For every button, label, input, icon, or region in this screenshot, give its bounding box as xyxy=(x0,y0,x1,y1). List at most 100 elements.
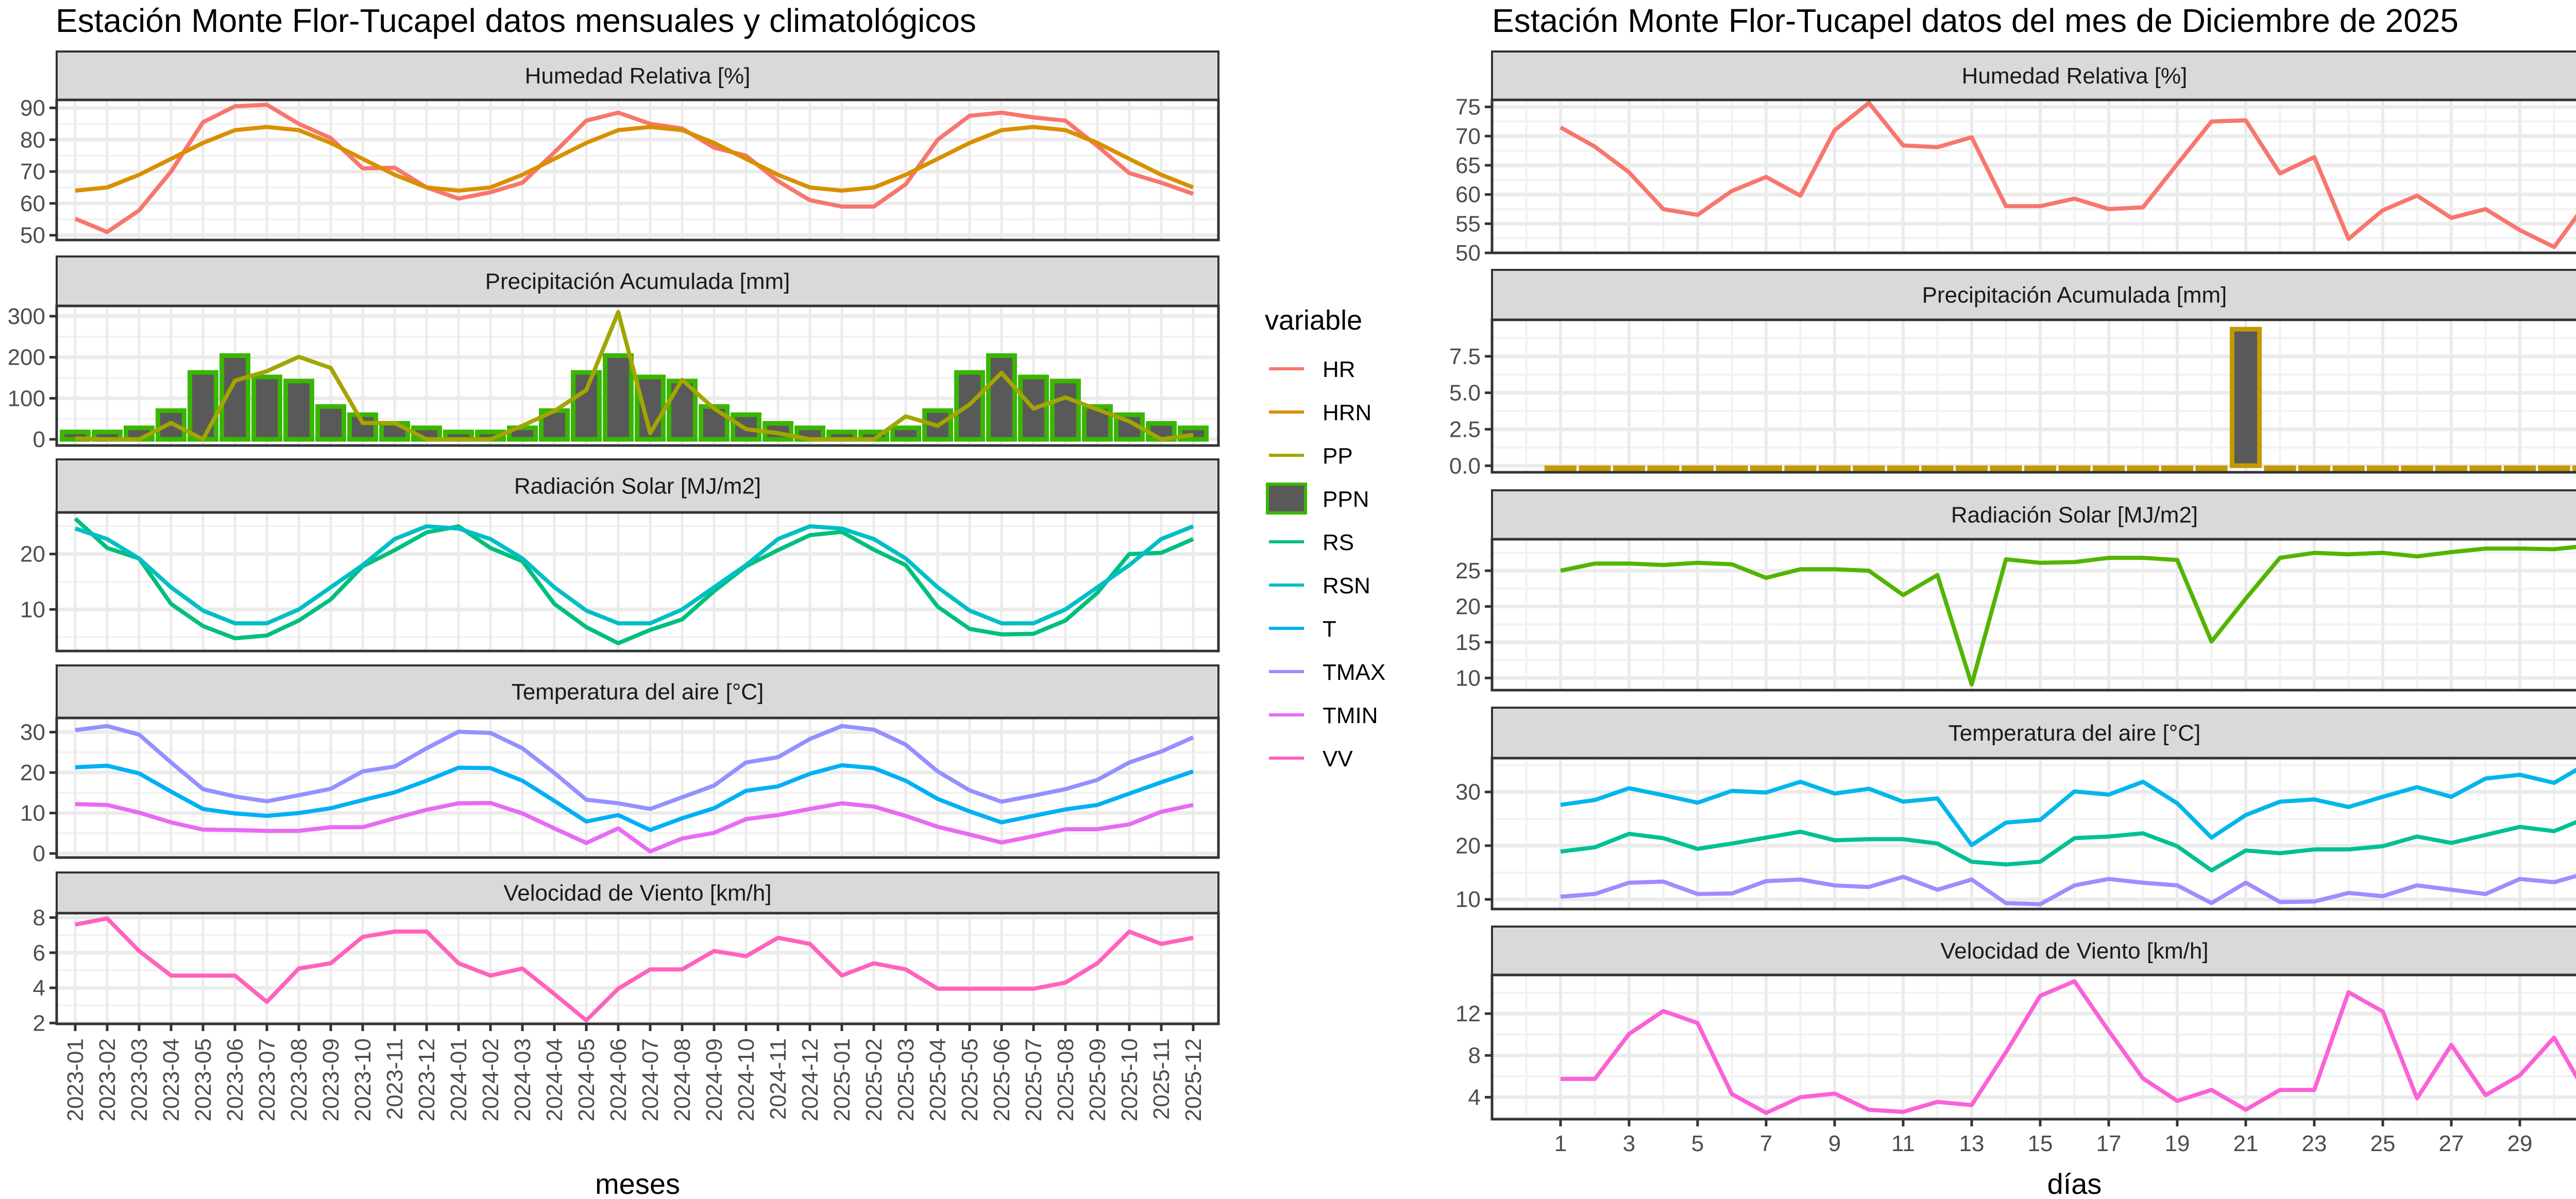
y-tick-label: 50 xyxy=(20,223,45,248)
bar-ppn xyxy=(1050,379,1081,442)
x-tick-label: 7 xyxy=(1760,1131,1772,1156)
plot-background xyxy=(57,913,1218,1024)
y-tick-label: 200 xyxy=(8,345,45,370)
x-tick-label: 2025-03 xyxy=(893,1038,919,1121)
x-tick-label: 2023-02 xyxy=(95,1038,120,1121)
legend-item-hrn[interactable]: HRN xyxy=(1269,400,1371,425)
x-tick-label: 2023-10 xyxy=(350,1038,376,1121)
bar-pp xyxy=(2503,465,2536,472)
panel-temperatura-del-aire-c: Temperatura del aire [°C] 10 20 30 xyxy=(1455,707,2576,912)
legend-item-ppn[interactable]: PPN xyxy=(1266,483,1369,515)
bar-pp xyxy=(2127,465,2159,472)
legend-item-rs[interactable]: RS xyxy=(1269,530,1354,555)
bar-ppn xyxy=(603,353,634,442)
legend-item-hr[interactable]: HR xyxy=(1269,357,1355,382)
bar-pp xyxy=(2264,465,2296,472)
y-tick-label: 8 xyxy=(1468,1043,1481,1068)
series-line-t xyxy=(75,763,1194,832)
bar-pp xyxy=(2572,465,2576,472)
x-tick-label: 2025-06 xyxy=(989,1038,1014,1121)
bar-pp xyxy=(1853,465,1885,472)
bar-pp xyxy=(2538,465,2570,472)
series-line-rs xyxy=(74,517,1194,645)
x-tick-label: 11 xyxy=(1891,1131,1915,1156)
x-tick-label: 2024-10 xyxy=(734,1038,759,1121)
bar-ppn xyxy=(571,370,602,442)
bar-ppn xyxy=(986,353,1017,442)
y-tick-label: 10 xyxy=(1455,665,1481,691)
x-tick-label: 23 xyxy=(2302,1131,2327,1156)
bar-pp xyxy=(2058,465,2091,472)
y-tick-label: 100 xyxy=(8,386,45,411)
y-tick-label: 65 xyxy=(1455,153,1481,178)
legend-item-vv[interactable]: VV xyxy=(1269,746,1353,772)
y-tick-label: 5.0 xyxy=(1449,381,1481,406)
legend-item-t[interactable]: T xyxy=(1269,616,1336,642)
x-tick-label: 2024-04 xyxy=(542,1038,567,1121)
facet-strip-label: Precipitación Acumulada [mm] xyxy=(1922,283,2227,308)
x-tick-label: 2025-09 xyxy=(1085,1038,1110,1121)
bar-ppn xyxy=(188,370,218,442)
panel-velocidad-de-viento-km-h: Velocidad de Viento [km/h] 2 4 6 8 2023-01 202… xyxy=(33,871,1220,1121)
plot-background xyxy=(1492,320,2576,472)
y-tick-label: 50 xyxy=(1455,241,1481,266)
x-tick-label: 2023-04 xyxy=(159,1038,184,1121)
bar-pp xyxy=(1544,465,1577,472)
bar-ppn xyxy=(283,379,314,442)
x-tick-label: 2023-08 xyxy=(286,1038,312,1121)
legend-label: HR xyxy=(1323,357,1355,382)
plot-background xyxy=(57,718,1218,858)
y-tick-label: 60 xyxy=(20,191,45,216)
x-tick-label: 2024-03 xyxy=(510,1038,535,1121)
x-tick-label: 19 xyxy=(2165,1131,2190,1156)
facet-strip-label: Humedad Relativa [%] xyxy=(525,63,751,89)
bar-pp xyxy=(2332,465,2365,472)
x-tick-label: 2023-05 xyxy=(191,1038,216,1121)
x-tick-label: 2025-02 xyxy=(861,1038,887,1121)
bar-pp xyxy=(1921,465,1954,472)
x-tick-label: 2023-01 xyxy=(63,1038,88,1121)
x-tick-label: 2023-12 xyxy=(414,1038,439,1121)
y-tick-label: 7.5 xyxy=(1449,344,1481,369)
y-tick-label: 30 xyxy=(20,720,45,745)
bar-pp xyxy=(1955,465,1988,472)
x-tick-label: 2025-05 xyxy=(957,1038,982,1121)
bar-pp xyxy=(2298,465,2331,472)
bar-pp xyxy=(2024,465,2057,472)
bar-pp xyxy=(2229,327,2262,468)
gridlines xyxy=(1492,320,2576,472)
legend-label: VV xyxy=(1323,746,1353,772)
x-tick-label: 29 xyxy=(2507,1131,2533,1156)
facet-strip xyxy=(56,664,1219,719)
legend-item-tmax[interactable]: TMAX xyxy=(1269,660,1385,685)
x-tick-label: 2023-07 xyxy=(255,1038,280,1121)
bar-ppn xyxy=(1082,404,1113,442)
x-tick-label: 5 xyxy=(1691,1131,1704,1156)
facet-strip xyxy=(1491,489,2576,540)
x-tick-label: 2024-06 xyxy=(606,1038,631,1121)
panel-precipitacion-acumulada-mm: Precipitación Acumulada [mm] 0.0 2.5 5.0 7.5 xyxy=(1449,269,2576,478)
chart-title-monthly: Estación Monte Flor-Tucapel datos mensua… xyxy=(56,2,976,39)
facet-strip-label: Radiación Solar [MJ/m2] xyxy=(1951,503,2198,528)
panel-precipitacion-acumulada-mm: Precipitación Acumulada [mm] 0 100 200 300 xyxy=(8,255,1220,452)
bar-pp xyxy=(1750,465,1783,472)
x-tick-label: 9 xyxy=(1828,1131,1841,1156)
y-tick-label: 10 xyxy=(20,801,45,826)
legend-item-rsn[interactable]: RSN xyxy=(1269,573,1370,598)
x-tick-label: 15 xyxy=(2028,1131,2053,1156)
facet-strip-label: Radiación Solar [MJ/m2] xyxy=(514,474,761,499)
legend-label: TMAX xyxy=(1323,660,1385,685)
legend-item-tmin[interactable]: TMIN xyxy=(1269,703,1378,728)
series-layer xyxy=(1560,100,2576,249)
x-tick-label: 2024-02 xyxy=(478,1038,503,1121)
series-layer xyxy=(60,310,1209,442)
gridlines xyxy=(1492,539,2576,690)
y-tick-label: 70 xyxy=(20,159,45,184)
y-tick-label: 20 xyxy=(1455,594,1481,620)
y-tick-label: 0 xyxy=(33,841,45,866)
x-tick-label: 2023-11 xyxy=(382,1038,408,1120)
panel-border xyxy=(1490,757,2576,911)
bar-pp xyxy=(2435,465,2468,472)
x-tick-label: 25 xyxy=(2370,1131,2396,1156)
legend-item-pp[interactable]: PP xyxy=(1269,443,1353,469)
